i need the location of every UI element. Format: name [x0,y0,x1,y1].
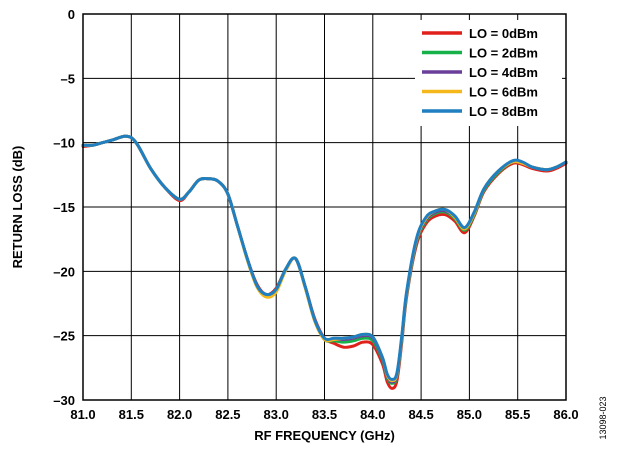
plot-frame [82,13,567,401]
x-tick-label: 85.5 [505,407,530,422]
y-tick-label: 0 [68,7,75,22]
legend-label: LO = 8dBm [469,104,538,119]
legend-label: LO = 4dBm [469,65,538,80]
x-axis-title: RF FREQUENCY (GHz) [254,428,395,443]
y-tick-label: –5 [61,71,75,86]
y-tick-label: –10 [53,136,75,151]
x-tick-label: 81.5 [119,407,144,422]
x-tick-label: 85.0 [457,407,482,422]
x-tick-label: 86.0 [553,407,578,422]
y-tick-label: –25 [53,329,75,344]
series-layer [81,134,568,390]
x-tick-label: 83.5 [312,407,337,422]
y-tick-label: –30 [53,393,75,408]
x-tick-label: 82.5 [215,407,240,422]
legend: LO = 0dBm LO = 2dBm LO = 4dBm LO = 6dBm LO =… [415,20,562,126]
y-tick-label: –15 [53,200,75,215]
y-axis-title: RETURN LOSS (dB) [10,146,25,269]
figure-id: 13098-023 [598,396,608,439]
y-tick-label: –20 [53,264,75,279]
x-tick-label: 82.0 [167,407,192,422]
legend-label: LO = 0dBm [469,26,538,41]
x-tick-label: 84.0 [360,407,385,422]
x-tick-label: 81.0 [70,407,95,422]
legend-label: LO = 2dBm [469,46,538,61]
legend-label: LO = 6dBm [469,85,538,100]
y-tick-labels: 0 –5 –10 –15 –20 –25 –30 [53,7,75,408]
series-line-lo-8dbm [81,134,568,381]
x-tick-label: 84.5 [408,407,433,422]
x-tick-labels: 81.0 81.5 82.0 82.5 83.0 83.5 84.0 84.5 85.0 85.5… [70,407,578,422]
x-tick-label: 83.0 [264,407,289,422]
